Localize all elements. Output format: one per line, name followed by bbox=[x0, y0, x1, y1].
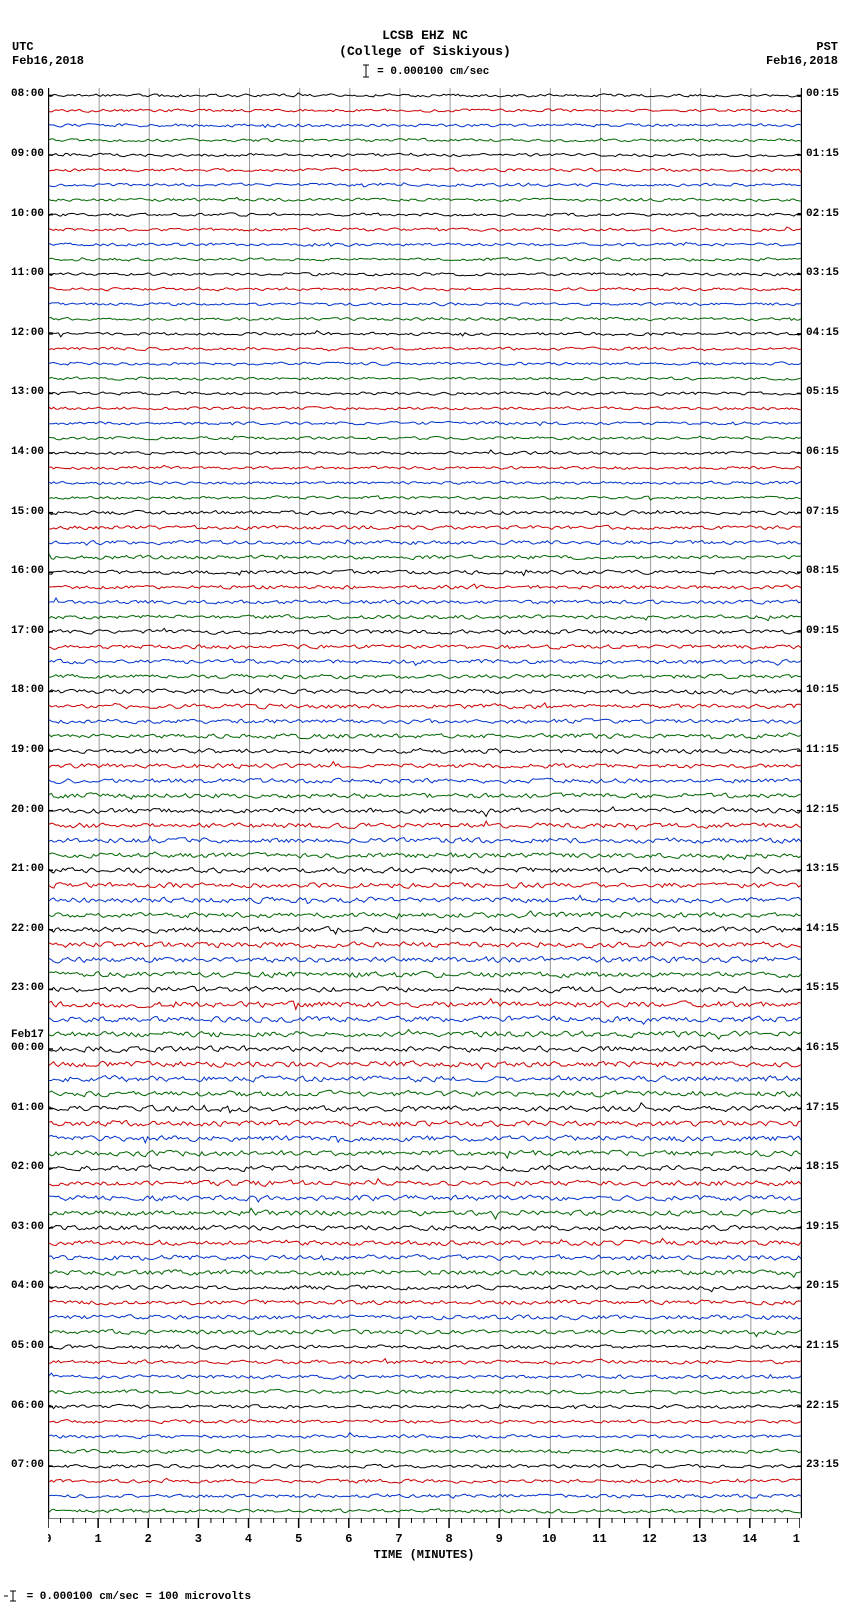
x-tick-label: 8 bbox=[445, 1532, 452, 1546]
pst-hour-label: 22:15 bbox=[806, 1400, 839, 1412]
scale-bar-icon bbox=[4, 1590, 20, 1602]
pst-hour-label: 09:15 bbox=[806, 625, 839, 637]
utc-hour-label: 13:00 bbox=[11, 386, 44, 398]
utc-hour-label: 12:00 bbox=[11, 327, 44, 339]
utc-hour-label: 04:00 bbox=[11, 1280, 44, 1292]
pst-hour-label: 11:15 bbox=[806, 744, 839, 756]
x-axis: TIME (MINUTES) 0123456789101112131415 bbox=[48, 1518, 800, 1578]
utc-hour-label: 06:00 bbox=[11, 1400, 44, 1412]
utc-hour-label: 18:00 bbox=[11, 684, 44, 696]
pst-hour-label: 17:15 bbox=[806, 1102, 839, 1114]
pst-hour-label: 19:15 bbox=[806, 1221, 839, 1233]
scale-text: = 0.000100 cm/sec bbox=[371, 66, 490, 78]
x-tick-label: 9 bbox=[496, 1532, 503, 1546]
station-code: LCSB EHZ NC bbox=[0, 28, 850, 43]
pst-hour-label: 14:15 bbox=[806, 923, 839, 935]
utc-hour-label: 02:00 bbox=[11, 1161, 44, 1173]
pst-hour-label: 15:15 bbox=[806, 982, 839, 994]
midnight-date-left: Feb17 bbox=[11, 1029, 44, 1041]
x-tick-label: 7 bbox=[395, 1532, 402, 1546]
x-tick-label: 4 bbox=[245, 1532, 252, 1546]
pst-hour-label: 21:15 bbox=[806, 1340, 839, 1352]
x-tick-label: 15 bbox=[793, 1532, 800, 1546]
x-tick-label: 6 bbox=[345, 1532, 352, 1546]
pst-hour-label: 18:15 bbox=[806, 1161, 839, 1173]
x-tick-label: 14 bbox=[743, 1532, 757, 1546]
pst-hour-label: 01:15 bbox=[806, 148, 839, 160]
x-tick-label: 13 bbox=[693, 1532, 707, 1546]
pst-hour-label: 05:15 bbox=[806, 386, 839, 398]
x-tick-label: 2 bbox=[145, 1532, 152, 1546]
utc-hour-label: 20:00 bbox=[11, 804, 44, 816]
scale-bar-icon bbox=[361, 64, 371, 78]
x-tick-label: 12 bbox=[642, 1532, 656, 1546]
x-tick-label: 11 bbox=[592, 1532, 606, 1546]
footer-note: = 0.000100 cm/sec = 100 microvolts bbox=[4, 1590, 251, 1603]
pst-hour-label: 00:15 bbox=[806, 88, 839, 100]
right-hour-labels: 00:15 01:15 02:15 03:15 04:15 05:15 06:15 07:15… bbox=[804, 88, 850, 1518]
pst-hour-label: 12:15 bbox=[806, 804, 839, 816]
x-axis-label: TIME (MINUTES) bbox=[48, 1548, 800, 1562]
utc-hour-label: 21:00 bbox=[11, 863, 44, 875]
utc-hour-label: 16:00 bbox=[11, 565, 44, 577]
pst-hour-label: 06:15 bbox=[806, 446, 839, 458]
utc-hour-label: 07:00 bbox=[11, 1459, 44, 1471]
x-tick-label: 0 bbox=[48, 1532, 52, 1546]
pst-hour-label: 13:15 bbox=[806, 863, 839, 875]
utc-hour-label: 08:00 bbox=[11, 88, 44, 100]
pst-hour-label: 16:15 bbox=[806, 1042, 839, 1054]
utc-hour-label: 03:00 bbox=[11, 1221, 44, 1233]
plot-area bbox=[48, 88, 802, 1518]
pst-hour-label: 02:15 bbox=[806, 208, 839, 220]
seismogram-container: UTC Feb16,2018 PST Feb16,2018 LCSB EHZ N… bbox=[0, 0, 850, 1613]
x-tick-label: 5 bbox=[295, 1532, 302, 1546]
scale-label: = 0.000100 cm/sec bbox=[0, 64, 850, 78]
utc-hour-label: 05:00 bbox=[11, 1340, 44, 1352]
utc-hour-label: 22:00 bbox=[11, 923, 44, 935]
pst-hour-label: 20:15 bbox=[806, 1280, 839, 1292]
utc-hour-label: 15:00 bbox=[11, 506, 44, 518]
utc-hour-label: 23:00 bbox=[11, 982, 44, 994]
utc-hour-label: 01:00 bbox=[11, 1102, 44, 1114]
pst-hour-label: 10:15 bbox=[806, 684, 839, 696]
station-name: (College of Siskiyous) bbox=[0, 44, 850, 59]
pst-hour-label: 03:15 bbox=[806, 267, 839, 279]
utc-hour-label: 09:00 bbox=[11, 148, 44, 160]
utc-hour-label: 11:00 bbox=[11, 267, 44, 279]
left-hour-labels: 08:00 09:00 10:00 11:00 12:00 13:00 14:00 15:00… bbox=[0, 88, 46, 1518]
utc-hour-label: 17:00 bbox=[11, 625, 44, 637]
x-tick-label: 1 bbox=[95, 1532, 102, 1546]
utc-hour-label: 10:00 bbox=[11, 208, 44, 220]
x-tick-label: 10 bbox=[542, 1532, 556, 1546]
footer-prefix: = 0.000100 cm/sec = bbox=[20, 1591, 159, 1603]
pst-hour-label: 04:15 bbox=[806, 327, 839, 339]
pst-hour-label: 07:15 bbox=[806, 506, 839, 518]
utc-hour-label: 19:00 bbox=[11, 744, 44, 756]
utc-hour-label: 14:00 bbox=[11, 446, 44, 458]
utc-hour-label: 00:00 bbox=[11, 1042, 44, 1054]
pst-hour-label: 23:15 bbox=[806, 1459, 839, 1471]
footer-suffix: 100 microvolts bbox=[159, 1591, 251, 1603]
x-tick-label: 3 bbox=[195, 1532, 202, 1546]
pst-hour-label: 08:15 bbox=[806, 565, 839, 577]
